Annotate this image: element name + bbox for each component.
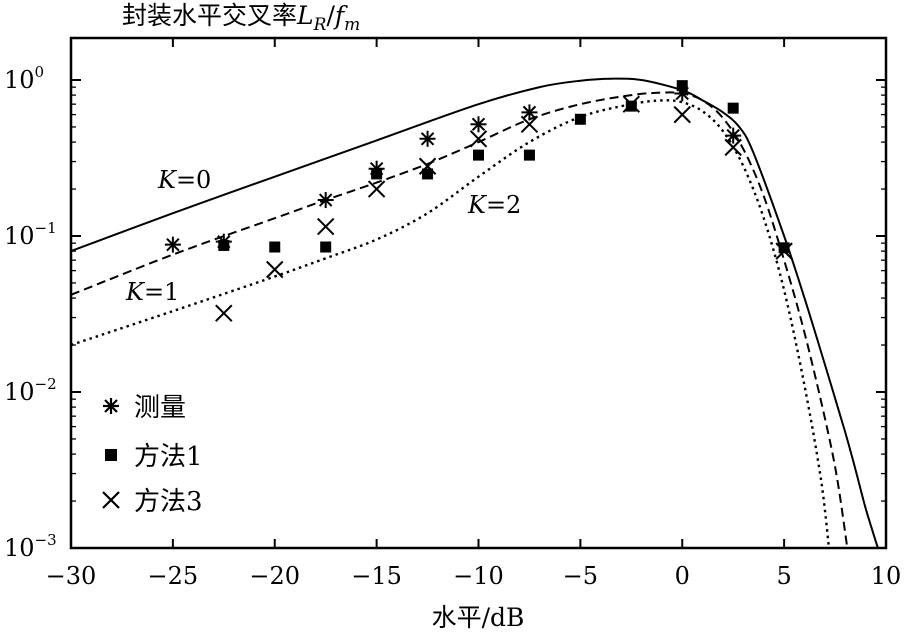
- marker-method1: [218, 239, 230, 251]
- data-markers: [164, 80, 793, 322]
- curves: [70, 77, 879, 549]
- legend-asterisk-icon: [103, 398, 119, 414]
- marker-method1: [269, 241, 281, 253]
- x-tick-label: 10: [871, 562, 902, 590]
- marker-measured: [725, 127, 742, 144]
- y-tick-label: 10−1: [4, 219, 57, 250]
- y-tick-label: 10−3: [4, 531, 57, 562]
- x-tick-label: −20: [249, 562, 300, 590]
- marker-method1: [320, 241, 332, 253]
- curve-label-k1: K=1: [125, 278, 179, 306]
- marker-measured: [419, 130, 436, 147]
- marker-method3: [266, 260, 284, 279]
- legend-cross-icon: [102, 491, 120, 509]
- series-line-k0: [70, 77, 879, 549]
- marker-measured: [470, 116, 487, 133]
- chart-title-prefix: 封装水平交叉率: [122, 1, 297, 30]
- marker-measured: [317, 192, 334, 209]
- marker-method1: [778, 242, 790, 254]
- marker-method3: [775, 242, 793, 260]
- chart-title: 封装水平交叉率LR/fm: [122, 1, 360, 35]
- marker-method1: [676, 80, 688, 92]
- marker-method1: [523, 149, 535, 161]
- marker-method3: [367, 180, 386, 198]
- legend: 测量 方法1 方法3: [102, 393, 203, 517]
- x-tick-label: −5: [563, 562, 598, 590]
- x-tick-label: −30: [46, 562, 97, 590]
- y-axis: 100 10−1 10−2 10−3: [4, 63, 886, 562]
- legend-square-icon: [105, 449, 117, 461]
- legend-item-method1: 方法1: [105, 442, 203, 472]
- chart-title-var2: f: [333, 1, 348, 30]
- marker-method3: [520, 115, 539, 134]
- legend-label-method3: 方法3: [134, 487, 203, 517]
- marker-method3: [215, 304, 233, 322]
- y-tick-label: 10−2: [4, 375, 57, 406]
- x-tick-label: −15: [351, 562, 402, 590]
- legend-item-measured: 测量: [103, 393, 186, 423]
- series-line-k2: [70, 99, 831, 549]
- marker-method1: [473, 149, 484, 161]
- chart-title-sub2: m: [344, 15, 360, 35]
- marker-method3: [418, 157, 437, 175]
- series-line-k1: [70, 91, 849, 549]
- marker-method3: [469, 130, 488, 148]
- marker-method3: [622, 95, 641, 113]
- marker-method1: [727, 102, 739, 114]
- x-tick-label: −10: [453, 562, 504, 590]
- marker-method3: [316, 217, 335, 236]
- x-axis: −30 −25 −20 −15 −10 −5 0 5 10: [46, 38, 902, 590]
- chart-title-var: L: [296, 1, 314, 30]
- chart-title-slash: /: [326, 1, 335, 30]
- curve-label-k0: K=0: [157, 166, 211, 194]
- marker-measured: [521, 104, 538, 121]
- x-axis-label: 水平/dB: [432, 603, 525, 632]
- marker-method1: [422, 168, 434, 180]
- y-tick-label: 100: [4, 63, 44, 94]
- marker-method3: [724, 138, 742, 157]
- curve-label-k2: K=2: [467, 191, 521, 219]
- marker-method1: [574, 113, 586, 125]
- marker-method1: [625, 100, 637, 112]
- legend-item-method3: 方法3: [102, 487, 203, 517]
- legend-label-method1: 方法1: [134, 442, 203, 472]
- x-tick-label: −25: [148, 562, 199, 590]
- marker-method1: [371, 168, 383, 180]
- marker-method3: [673, 105, 691, 124]
- legend-label-measured: 测量: [134, 393, 186, 423]
- x-tick-label: 0: [675, 562, 690, 590]
- marker-measured: [164, 236, 181, 253]
- x-tick-label: 5: [776, 562, 791, 590]
- chart-title-sub: R: [313, 15, 327, 35]
